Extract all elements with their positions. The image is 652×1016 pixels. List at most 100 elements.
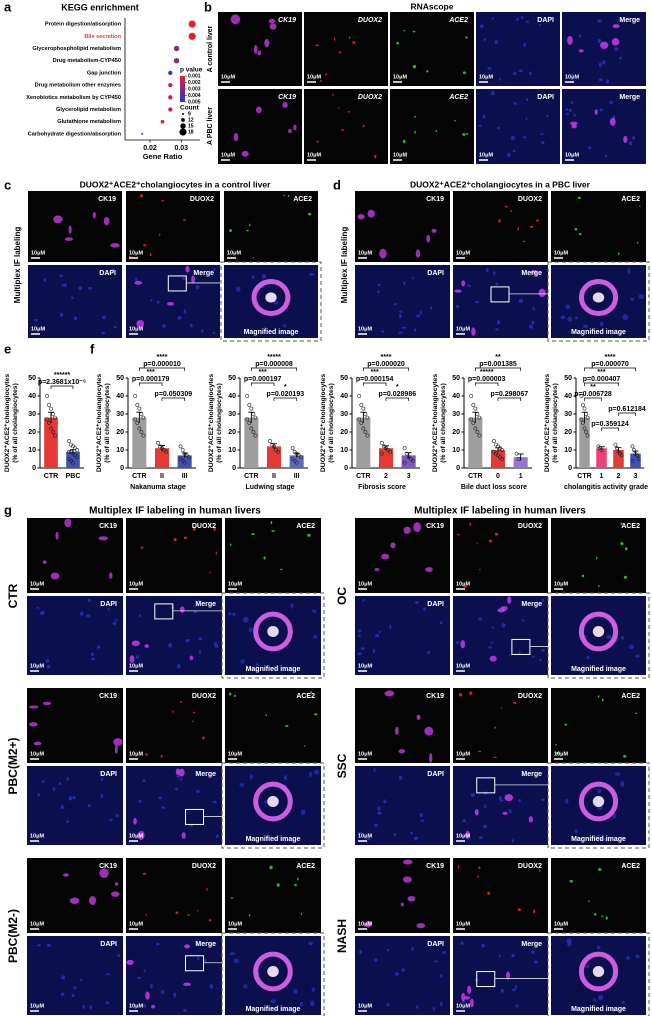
panel-label: c [4,177,11,192]
stain [599,108,604,112]
stain [480,24,484,29]
stain [457,533,460,536]
stain [308,941,314,946]
data-point [247,403,252,407]
stain [515,1004,519,1008]
stain [488,646,493,649]
stain [337,107,340,109]
y-tick-label: 10 [116,447,124,454]
channel-label: CK19 [99,863,117,870]
stain [145,753,148,756]
stain [135,655,139,659]
data-point [71,444,75,449]
magnified-frame [221,592,325,679]
stain [381,553,390,560]
stain [202,736,205,740]
stain [68,225,72,234]
data-point [156,440,160,445]
micrograph [225,688,321,763]
stain [507,596,512,604]
stain [215,551,217,555]
stain [233,132,239,142]
stain [500,988,504,993]
stain [618,252,620,256]
stain [255,106,262,114]
stain [209,571,211,574]
stain [62,873,69,877]
data-point [245,417,250,422]
data-point [582,406,587,411]
micrograph [225,858,321,933]
stain [100,777,104,781]
bar [513,457,528,468]
stain [198,650,202,654]
stain [529,225,534,228]
stain [268,18,276,24]
significance-stars: *** [371,369,379,376]
stain [193,711,196,714]
stain [78,286,83,291]
y-tick-label: Protein digestion/absorption [45,22,122,28]
y-tick-label: 50 [564,375,572,382]
data-point [268,439,272,443]
significance-bracket [250,367,298,371]
stain [149,253,152,257]
stain [264,38,270,48]
group-label: PBC(M2+) [6,737,20,794]
scale-label: 10μM [358,833,372,839]
data-point [357,394,362,398]
stain [176,774,181,778]
p-value: p=0.000070 [591,361,629,368]
stain [510,210,513,212]
stain [136,320,145,328]
magnified-label: Magnified image [246,666,301,673]
stain [193,611,198,614]
stain [463,585,467,588]
stain [635,712,638,714]
stain [107,607,110,611]
stain [280,568,283,571]
data-point [251,412,256,416]
stain [512,72,517,76]
scale-label: 10μM [358,921,372,927]
stain [82,1004,85,1009]
stain [198,637,203,641]
scale-label: 10μM [479,152,493,158]
data-point [290,446,295,451]
p-value: p=0.612184 [608,406,646,413]
data-point [359,421,364,425]
stain [411,277,414,280]
stain [635,654,640,658]
data-point [630,458,635,463]
stain [531,950,535,954]
stain [401,968,405,972]
y-tick-label: 0 [120,465,124,472]
stain [478,866,481,870]
stain [196,789,200,793]
p-value: p=0.000020 [367,361,405,368]
stain [412,30,416,33]
data-point [585,415,590,420]
stain [285,725,289,727]
y-tick-label: 0 [344,465,348,472]
stain [532,306,535,311]
dot [173,57,180,64]
stain [42,701,52,706]
zoom-box [490,286,510,303]
channel-label: DUOX2 [518,523,542,530]
p-value: p=0.000179 [132,376,170,383]
stain [541,598,545,603]
stain [263,327,267,331]
stain [60,805,64,810]
stain [411,946,414,952]
bar [468,417,483,468]
micrograph [453,688,548,763]
stain [541,648,545,652]
dot [173,45,180,52]
stain [313,713,318,716]
stain [245,328,250,333]
scale-label: 10μM [554,581,568,587]
data-point [585,433,590,438]
stain [518,798,521,802]
stain [215,834,219,839]
